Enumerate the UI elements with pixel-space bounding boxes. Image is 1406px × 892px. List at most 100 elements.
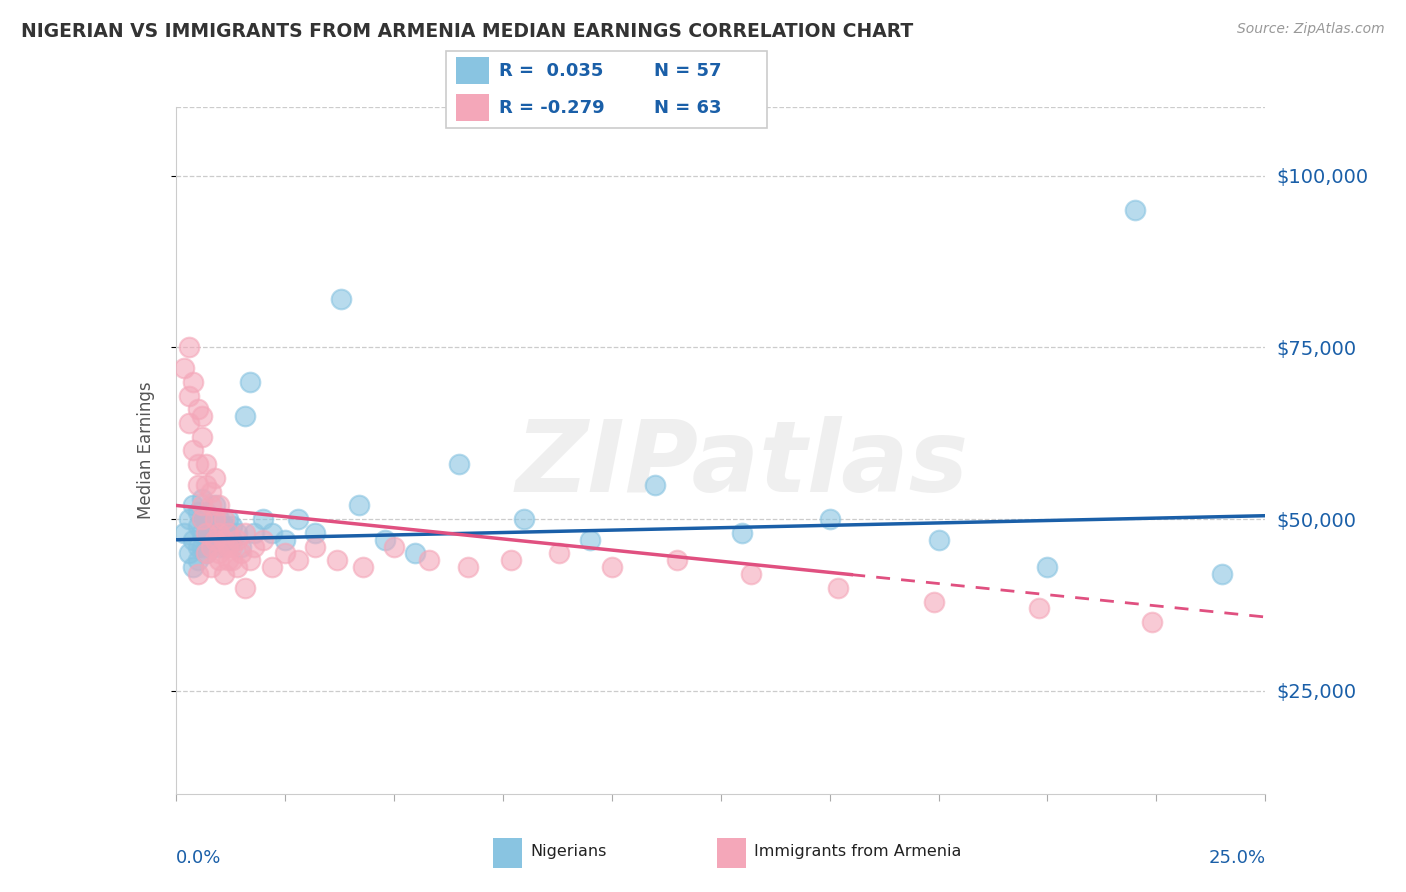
Text: ZIPatlas: ZIPatlas — [516, 416, 969, 513]
Point — [191, 491, 214, 506]
Point — [217, 553, 239, 567]
FancyBboxPatch shape — [446, 51, 766, 128]
Point — [212, 519, 235, 533]
Point — [186, 567, 209, 582]
Point — [181, 375, 204, 389]
Point — [418, 553, 440, 567]
Point — [191, 409, 214, 423]
Point — [501, 553, 523, 567]
Point — [221, 533, 243, 547]
Text: Source: ZipAtlas.com: Source: ZipAtlas.com — [1237, 22, 1385, 37]
Point — [200, 512, 222, 526]
Point — [195, 519, 218, 533]
Point — [186, 457, 209, 471]
Point — [827, 581, 849, 595]
Point — [1123, 203, 1146, 218]
Point — [204, 512, 226, 526]
Point — [922, 594, 945, 608]
Point — [173, 361, 195, 376]
Point — [818, 512, 841, 526]
Point — [212, 533, 235, 547]
Point — [740, 567, 762, 582]
FancyBboxPatch shape — [492, 838, 522, 868]
Point — [181, 560, 204, 574]
Point — [513, 512, 536, 526]
Point — [186, 553, 209, 567]
Point — [239, 375, 262, 389]
Point — [195, 525, 218, 540]
Point — [208, 512, 231, 526]
Point — [231, 546, 253, 561]
Point — [200, 540, 222, 554]
Point — [204, 533, 226, 547]
Point — [186, 540, 209, 554]
Point — [243, 540, 266, 554]
Y-axis label: Median Earnings: Median Earnings — [136, 382, 155, 519]
Text: N = 63: N = 63 — [654, 99, 721, 117]
Point — [304, 540, 326, 554]
Point — [1140, 615, 1163, 630]
Point — [200, 560, 222, 574]
Point — [287, 553, 309, 567]
Point — [243, 525, 266, 540]
Point — [231, 540, 253, 554]
Point — [287, 512, 309, 526]
Point — [326, 553, 349, 567]
Point — [217, 525, 239, 540]
Text: Immigrants from Armenia: Immigrants from Armenia — [755, 845, 962, 859]
Point — [252, 512, 274, 526]
Point — [204, 533, 226, 547]
Point — [217, 540, 239, 554]
Point — [181, 533, 204, 547]
Point — [1028, 601, 1050, 615]
Point — [177, 340, 200, 354]
Point — [600, 560, 623, 574]
Point — [225, 533, 247, 547]
Text: Nigerians: Nigerians — [530, 845, 606, 859]
Point — [200, 484, 222, 499]
Point — [177, 512, 200, 526]
Point — [181, 499, 204, 513]
Point — [352, 560, 374, 574]
Point — [181, 443, 204, 458]
Point — [208, 525, 231, 540]
Point — [195, 546, 218, 561]
Point — [447, 457, 470, 471]
Point — [382, 540, 405, 554]
Text: R = -0.279: R = -0.279 — [499, 99, 605, 117]
Point — [195, 546, 218, 561]
Point — [195, 457, 218, 471]
Point — [330, 293, 353, 307]
Point — [221, 519, 243, 533]
Point — [405, 546, 427, 561]
Point — [217, 512, 239, 526]
Point — [260, 560, 283, 574]
Point — [235, 581, 257, 595]
Point — [191, 525, 214, 540]
Point — [191, 512, 214, 526]
Text: NIGERIAN VS IMMIGRANTS FROM ARMENIA MEDIAN EARNINGS CORRELATION CHART: NIGERIAN VS IMMIGRANTS FROM ARMENIA MEDI… — [21, 22, 914, 41]
Point — [186, 402, 209, 417]
Point — [1036, 560, 1059, 574]
Point — [221, 540, 243, 554]
Point — [177, 416, 200, 430]
Point — [212, 533, 235, 547]
Point — [252, 533, 274, 547]
Point — [548, 546, 571, 561]
Point — [374, 533, 396, 547]
Point — [235, 525, 257, 540]
Point — [208, 525, 231, 540]
Point — [177, 546, 200, 561]
Point — [195, 478, 218, 492]
Point — [208, 553, 231, 567]
Point — [274, 533, 297, 547]
Point — [191, 430, 214, 444]
Point — [260, 525, 283, 540]
Point — [177, 388, 200, 402]
Point — [239, 553, 262, 567]
Point — [195, 533, 218, 547]
Point — [200, 499, 222, 513]
Point — [274, 546, 297, 561]
Point — [195, 505, 218, 519]
Point — [225, 560, 247, 574]
